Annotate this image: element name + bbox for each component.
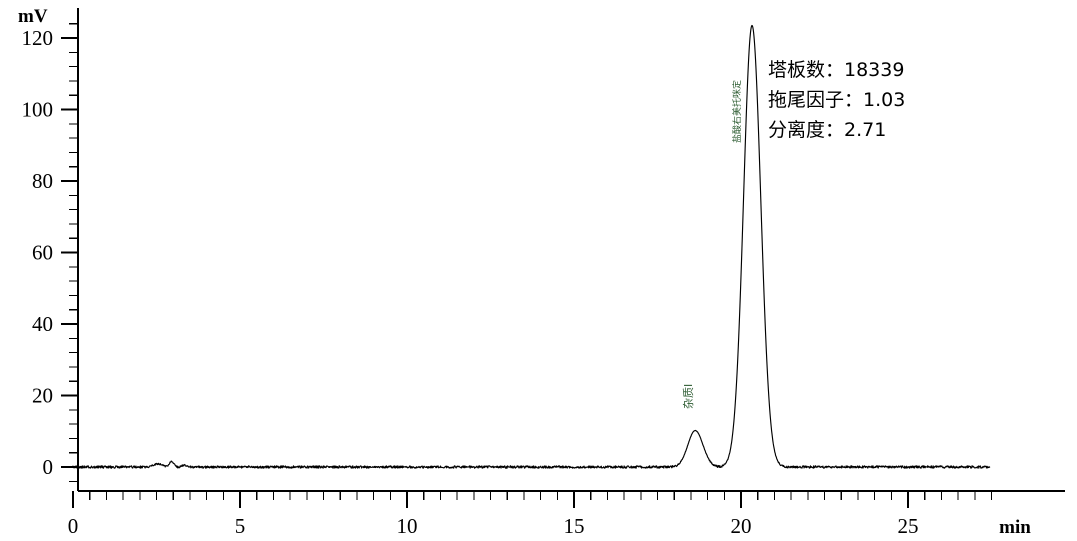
y-tick-label: 100 — [22, 98, 54, 122]
tailing-factor: 拖尾因子：1.03 — [768, 89, 905, 111]
y-axis-unit-label: mV — [18, 6, 48, 27]
x-axis-ticks — [72, 491, 993, 508]
y-axis-tick-labels: 0 20 40 60 80 100 120 — [22, 26, 54, 479]
x-tick-label: 5 — [235, 514, 246, 538]
y-tick-label: 20 — [32, 384, 53, 408]
impurity-peak-label: 杂质I — [682, 384, 695, 409]
peak-labels-group: 杂质I 盐酸右美托咪定 — [682, 80, 743, 409]
x-tick-label: 0 — [68, 514, 79, 538]
x-axis-unit-label: min — [999, 517, 1031, 538]
x-tick-label: 20 — [731, 514, 752, 538]
x-axis-tick-labels: 0 5 10 15 20 25 — [68, 514, 919, 538]
x-tick-label: 25 — [898, 514, 919, 538]
resolution: 分离度：2.71 — [768, 119, 886, 141]
y-tick-label: 60 — [32, 241, 53, 265]
y-tick-label: 120 — [22, 26, 54, 50]
theoretical-plates: 塔板数：18339 — [768, 59, 904, 81]
y-tick-label: 80 — [32, 169, 53, 193]
main-peak-label: 盐酸右美托咪定 — [731, 80, 743, 143]
axis-lines — [77, 8, 1065, 492]
suitability-annotations: 塔板数：18339 拖尾因子：1.03 分离度：2.71 — [768, 59, 905, 141]
y-axis-ticks — [61, 23, 78, 482]
detector-signal-trace — [72, 24, 991, 469]
y-tick-label: 0 — [43, 455, 54, 479]
y-tick-label: 40 — [32, 312, 53, 336]
x-tick-label: 15 — [564, 514, 585, 538]
x-tick-label: 10 — [397, 514, 418, 538]
